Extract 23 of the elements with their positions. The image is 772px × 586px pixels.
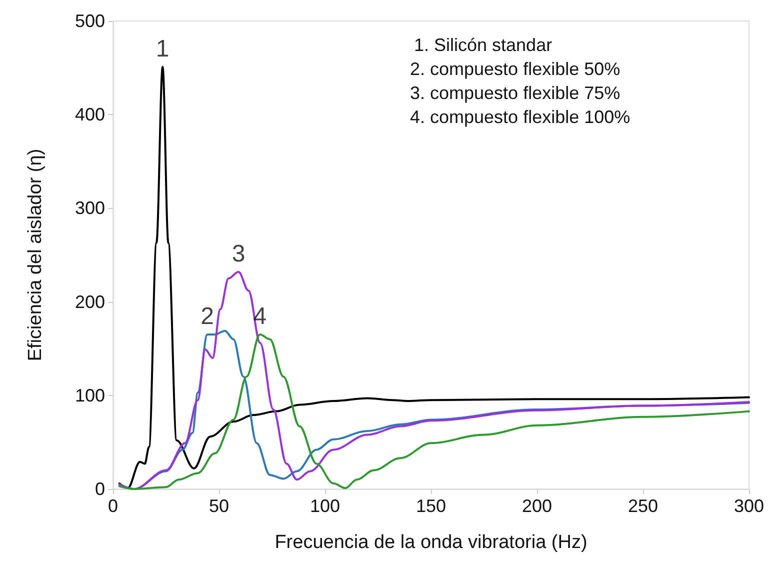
annotation: 2. compuesto flexible 50% [410, 59, 620, 79]
annotation: 2 [200, 303, 214, 330]
y-tick-label: 500 [74, 11, 105, 31]
x-tick-label: 100 [310, 496, 340, 516]
annotation: 4. compuesto flexible 100% [410, 107, 630, 127]
y-tick-label: 100 [74, 385, 105, 406]
line-series [118, 270, 750, 490]
x-tick-label: 150 [416, 496, 446, 516]
y-tick-label: 400 [74, 104, 105, 125]
x-tick-label: 250 [628, 496, 658, 516]
y-tick-label: 0 [94, 479, 105, 499]
y-axis-title: Eficiencia del aislador (η) [25, 148, 46, 362]
x-axis-title: Frecuencia de la onda vibratoria (Hz) [274, 532, 588, 553]
y-tick-label: 300 [74, 198, 105, 218]
y-tick-label: 200 [74, 292, 105, 312]
annotation: 1. Silicón standar [414, 35, 552, 55]
x-tick-label: 50 [208, 496, 230, 516]
x-tick-label: 300 [734, 496, 764, 516]
x-tick-label: 200 [522, 496, 552, 516]
x-tick-label: 0 [108, 496, 118, 516]
annotation: 1 [156, 35, 170, 62]
annotation: 3. compuesto flexible 75% [410, 83, 620, 103]
annotation: 3 [232, 240, 246, 268]
